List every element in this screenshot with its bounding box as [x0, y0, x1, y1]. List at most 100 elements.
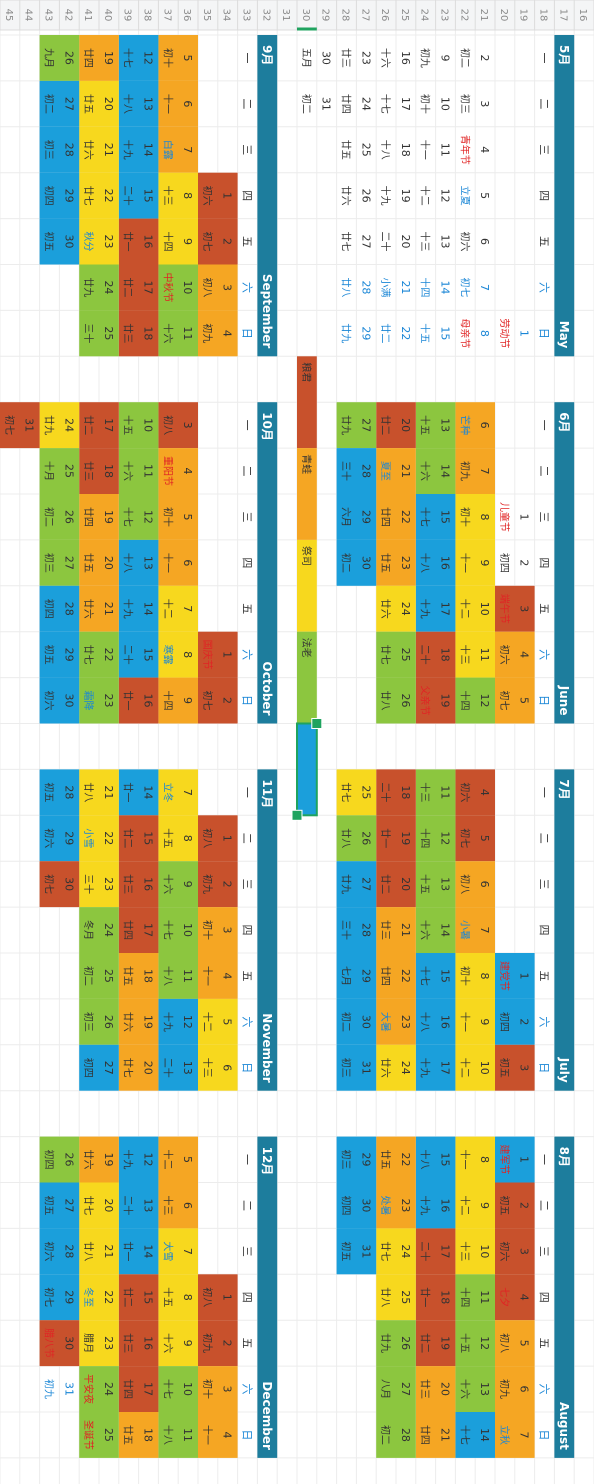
roster-cell[interactable] [296, 631, 317, 724]
date: 25 [102, 326, 115, 340]
date: 13 [181, 1061, 194, 1075]
day-fill [158, 998, 198, 1045]
date: 28 [62, 785, 75, 799]
day-fill [198, 264, 238, 311]
month-english: December [260, 1381, 274, 1450]
day-fill [198, 1412, 238, 1458]
lunar-date: 三十 [340, 461, 353, 481]
day-fill [158, 1044, 198, 1091]
roster-cell[interactable] [296, 356, 317, 449]
date: 5 [181, 513, 194, 520]
selection-handle[interactable] [311, 718, 323, 729]
weekday: 四 [241, 925, 254, 936]
lunar-date: 初九 [498, 1379, 511, 1399]
row-number: 22 [458, 9, 469, 22]
day-fill [415, 1044, 456, 1091]
lunar-date: 廿三 [419, 1379, 431, 1399]
roster-cell[interactable] [296, 723, 317, 816]
day-fill [79, 861, 119, 908]
lunar-date: 十九 [419, 599, 432, 619]
roster-cell[interactable] [296, 448, 317, 540]
weekday: 六 [538, 282, 551, 293]
month-header [257, 35, 278, 357]
row-number: 45 [3, 9, 14, 22]
date: 8 [181, 835, 194, 842]
day-fill [455, 815, 495, 862]
lunar-date: 廿三 [379, 920, 391, 940]
lunar-date: 十七 [122, 48, 135, 68]
selection-handle[interactable] [291, 809, 303, 821]
row-number: 41 [82, 9, 93, 22]
date: 21 [102, 602, 115, 616]
day-fill [198, 1366, 238, 1412]
lunar-date: 中秋节 [161, 272, 174, 302]
lunar-date: 小雪 [82, 828, 94, 848]
lunar-date: 初七 [458, 828, 471, 848]
day-fill [415, 1366, 456, 1412]
lunar-date: 建党节 [498, 961, 511, 991]
date: 27 [359, 235, 372, 249]
lunar-date: 九月 [43, 48, 55, 68]
date: 20 [102, 97, 115, 111]
date: 18 [142, 326, 155, 340]
lunar-date: 十一 [419, 140, 432, 160]
row-number: 26 [379, 9, 390, 22]
lunar-date: 三十 [82, 323, 95, 343]
weekday: 一 [241, 420, 254, 431]
day-fill [495, 1044, 535, 1091]
date: 19 [102, 51, 115, 65]
day-fill [336, 953, 377, 999]
lunar-date: 二十 [419, 1241, 432, 1261]
lunar-date: 初九 [201, 323, 214, 343]
date: 10 [478, 1244, 491, 1258]
date: 20 [142, 1061, 155, 1075]
day-fill [455, 1274, 495, 1321]
row-number: 25 [399, 9, 410, 22]
lunar-date: 十二 [419, 186, 432, 206]
date: 17 [439, 1244, 452, 1258]
lunar-date: 初四 [498, 1012, 511, 1032]
date: 19 [439, 1336, 452, 1350]
day-fill [376, 815, 416, 862]
date: 10 [439, 97, 452, 111]
month-title: 10月 [260, 412, 274, 441]
weekday: 二 [241, 466, 254, 477]
day-fill [455, 1320, 495, 1367]
date: 16 [439, 556, 452, 570]
day-fill [79, 1136, 119, 1183]
day-fill [79, 585, 119, 632]
date: 19 [102, 510, 115, 524]
date: 17 [102, 418, 115, 432]
day-fill [495, 1320, 535, 1367]
weekday: 四 [538, 557, 551, 568]
month-english: July [557, 1057, 571, 1083]
date: 3 [221, 927, 234, 934]
date: 16 [142, 694, 155, 708]
lunar-date: 十四 [419, 828, 432, 848]
date: 28 [62, 143, 75, 157]
date: 16 [399, 51, 412, 65]
lunar-date: 初二 [300, 94, 313, 114]
day-fill [118, 1136, 159, 1183]
lunar-date: 廿五 [340, 140, 352, 160]
weekday: 三 [538, 511, 551, 522]
month-title: 11月 [260, 779, 274, 808]
lunar-date: 初八 [161, 415, 174, 435]
lunar-date: 廿九 [43, 415, 55, 435]
lunar-date: 初九 [419, 48, 432, 68]
lunar-date: 秋分 [82, 232, 95, 252]
row-number: 43 [43, 9, 54, 22]
lunar-date: 十八 [419, 553, 432, 573]
date: 21 [439, 1428, 452, 1442]
date: 29 [62, 1290, 75, 1304]
date: 6 [518, 1386, 531, 1393]
roster-cell[interactable] [296, 539, 317, 632]
lunar-date: 十五 [161, 1287, 174, 1307]
weekday: 六 [241, 282, 254, 293]
weekday: 五 [538, 603, 551, 614]
day-fill [336, 1182, 377, 1229]
lunar-date: 十五 [419, 323, 432, 343]
row-number: 31 [280, 9, 291, 22]
date: 22 [399, 510, 412, 524]
weekday: 四 [241, 1292, 254, 1303]
